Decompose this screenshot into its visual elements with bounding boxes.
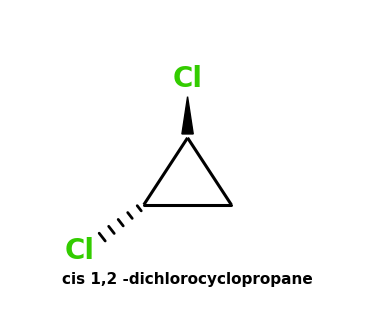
Polygon shape — [182, 97, 193, 134]
Text: Cl: Cl — [173, 65, 202, 93]
Text: cis 1,2 -dichlorocyclopropane: cis 1,2 -dichlorocyclopropane — [62, 272, 313, 287]
Text: Cl: Cl — [64, 237, 94, 265]
